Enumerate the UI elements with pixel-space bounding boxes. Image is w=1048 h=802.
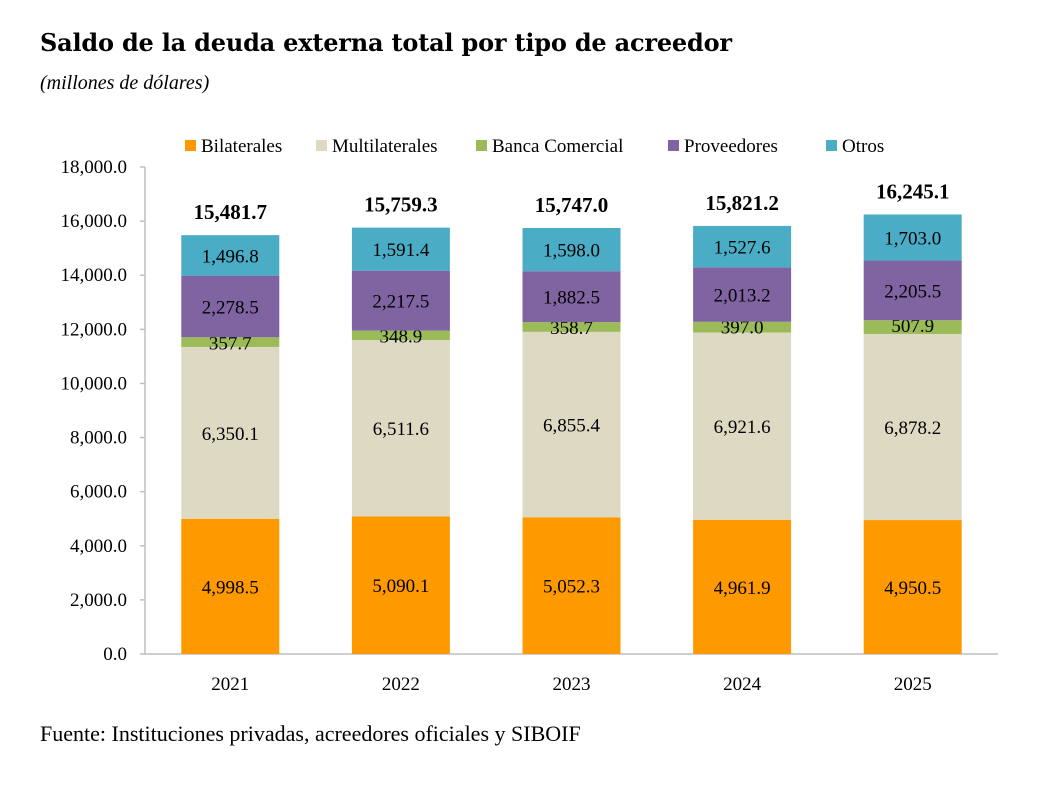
- bar-data-label: 5,052.3: [543, 577, 600, 598]
- bar-data-label: 4,961.9: [714, 578, 771, 599]
- bar-data-label: 348.9: [380, 327, 423, 348]
- bar-segment-bilaterales: [351, 516, 450, 654]
- bar-segment-multilaterales: [181, 346, 280, 519]
- bar-data-label: 6,921.6: [714, 417, 771, 438]
- y-tick-label: 14,000.0: [61, 265, 128, 286]
- x-tick-label: 2021: [211, 674, 249, 695]
- bar-segment-otros: [863, 214, 962, 261]
- bar-segment-multilaterales: [351, 340, 450, 517]
- bar-data-label: 2,205.5: [884, 281, 941, 302]
- bar-total-label: 16,245.1: [876, 179, 950, 203]
- bar-segment-proveedores: [693, 267, 792, 322]
- bar-data-label: 4,998.5: [202, 577, 259, 598]
- bar-segment-otros: [522, 227, 621, 272]
- bar-segment-bilaterales: [522, 517, 621, 654]
- bar-data-label: 1,882.5: [543, 288, 600, 309]
- legend-label: Otros: [842, 136, 884, 157]
- x-tick-label: 2025: [894, 674, 932, 695]
- bar-data-label: 4,950.5: [884, 578, 941, 599]
- bar-segment-banca-comercial: [522, 322, 621, 332]
- bar-segment-proveedores: [181, 275, 280, 338]
- bar-segment-otros: [693, 225, 792, 268]
- y-tick-label: 10,000.0: [61, 373, 128, 394]
- source-note: Fuente: Instituciones privadas, acreedor…: [40, 721, 581, 746]
- legend-label: Bilaterales: [201, 136, 282, 157]
- bar-data-label: 1,527.6: [714, 238, 771, 259]
- bar-segment-multilaterales: [522, 331, 621, 518]
- bar-total-label: 15,481.7: [194, 200, 268, 224]
- y-tick-label: 2,000.0: [70, 590, 127, 611]
- legend-swatch-banca-comercial: [476, 140, 487, 151]
- legend-label: Proveedores: [684, 136, 778, 157]
- bar-segment-bilaterales: [863, 520, 962, 654]
- y-tick-label: 0.0: [103, 644, 127, 665]
- bar-total-label: 15,759.3: [364, 193, 438, 217]
- bar-data-label: 1,591.4: [372, 240, 430, 261]
- legend-swatch-multilaterales: [316, 140, 327, 151]
- legend-label: Banca Comercial: [492, 136, 623, 157]
- bar-segment-banca-comercial: [693, 321, 792, 333]
- bar-data-label: 357.7: [209, 333, 252, 354]
- bar-data-label: 2,013.2: [714, 286, 771, 307]
- y-tick-label: 16,000.0: [61, 211, 128, 232]
- chart-title: Saldo de la deuda externa total por tipo…: [40, 28, 732, 57]
- bar-total-label: 15,747.0: [535, 193, 609, 217]
- legend-swatch-bilaterales: [185, 140, 196, 151]
- bar-data-label: 6,350.1: [202, 424, 259, 445]
- bar-total-label: 15,821.2: [705, 191, 779, 215]
- y-tick-label: 12,000.0: [61, 319, 128, 340]
- bar-data-label: 6,878.2: [884, 418, 941, 439]
- bar-segment-multilaterales: [693, 332, 792, 520]
- legend-swatch-proveedores: [668, 140, 679, 151]
- bar-data-label: 2,217.5: [372, 292, 429, 313]
- y-tick-label: 8,000.0: [70, 428, 127, 449]
- bar-data-label: 5,090.1: [372, 576, 429, 597]
- x-tick-label: 2024: [723, 674, 762, 695]
- chart-subtitle: (millones de dólares): [40, 72, 210, 94]
- bar-segment-banca-comercial: [181, 337, 280, 347]
- legend-swatch-otros: [826, 140, 837, 151]
- bar-data-label: 507.9: [891, 316, 934, 337]
- bar-data-label: 358.7: [550, 318, 593, 339]
- bar-segment-proveedores: [522, 271, 621, 323]
- bar-data-label: 1,703.0: [884, 229, 941, 250]
- bar-segment-proveedores: [863, 260, 962, 321]
- bar-data-label: 6,511.6: [373, 419, 429, 440]
- bar-segment-otros: [351, 227, 450, 271]
- bar-segment-proveedores: [351, 270, 450, 331]
- x-tick-label: 2023: [553, 674, 591, 695]
- bar-data-label: 2,278.5: [202, 297, 259, 318]
- y-tick-label: 18,000.0: [61, 157, 128, 178]
- bar-segment-otros: [181, 235, 280, 276]
- bar-segment-banca-comercial: [863, 320, 962, 334]
- bar-segment-bilaterales: [693, 519, 792, 654]
- bar-segment-bilaterales: [181, 518, 280, 654]
- bar-segment-multilaterales: [863, 333, 962, 521]
- bar-segment-banca-comercial: [351, 330, 450, 341]
- bar-data-label: 1,496.8: [202, 246, 259, 267]
- x-tick-label: 2022: [382, 674, 420, 695]
- bar-data-label: 6,855.4: [543, 416, 601, 437]
- y-tick-label: 4,000.0: [70, 536, 127, 557]
- legend-label: Multilaterales: [332, 136, 438, 157]
- y-tick-label: 6,000.0: [70, 482, 127, 503]
- bar-data-label: 397.0: [721, 318, 764, 339]
- bar-data-label: 1,598.0: [543, 241, 600, 262]
